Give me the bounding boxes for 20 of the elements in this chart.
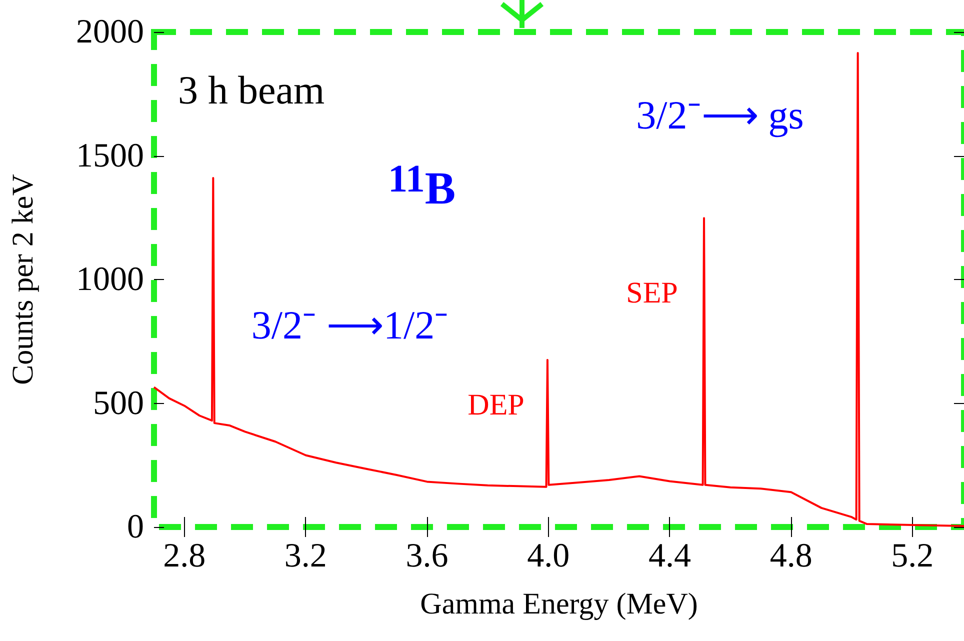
y-tick-label: 1500 (76, 137, 144, 174)
x-tick-label: 2.8 (163, 538, 206, 574)
x-tick-label: 4.0 (527, 538, 570, 574)
annotation: SEP (626, 276, 678, 310)
y-tick-label: 0 (127, 508, 144, 546)
y-tick-label: 500 (93, 384, 144, 422)
annotation: 3/2⁻ ⟶1/2⁻ (251, 302, 449, 348)
x-tick-label: 4.4 (648, 538, 691, 574)
x-tick-label: 5.2 (891, 538, 934, 574)
annotation: DEP (468, 388, 524, 422)
x-tick-label: 4.8 (770, 538, 812, 574)
x-tick-label: 3.2 (284, 538, 327, 574)
annotation: 3 h beam (178, 68, 325, 112)
y-tick-label: 2000 (76, 14, 144, 50)
y-axis-title: Counts per 2 keV (6, 174, 40, 385)
line-series (153, 52, 964, 528)
y-tick-label: 1000 (76, 261, 144, 298)
x-tick-label: 3.6 (406, 538, 448, 574)
annotation: 3/2⁻⟶ gs (636, 92, 804, 138)
x-axis-title: Gamma Energy (MeV) (420, 588, 698, 620)
